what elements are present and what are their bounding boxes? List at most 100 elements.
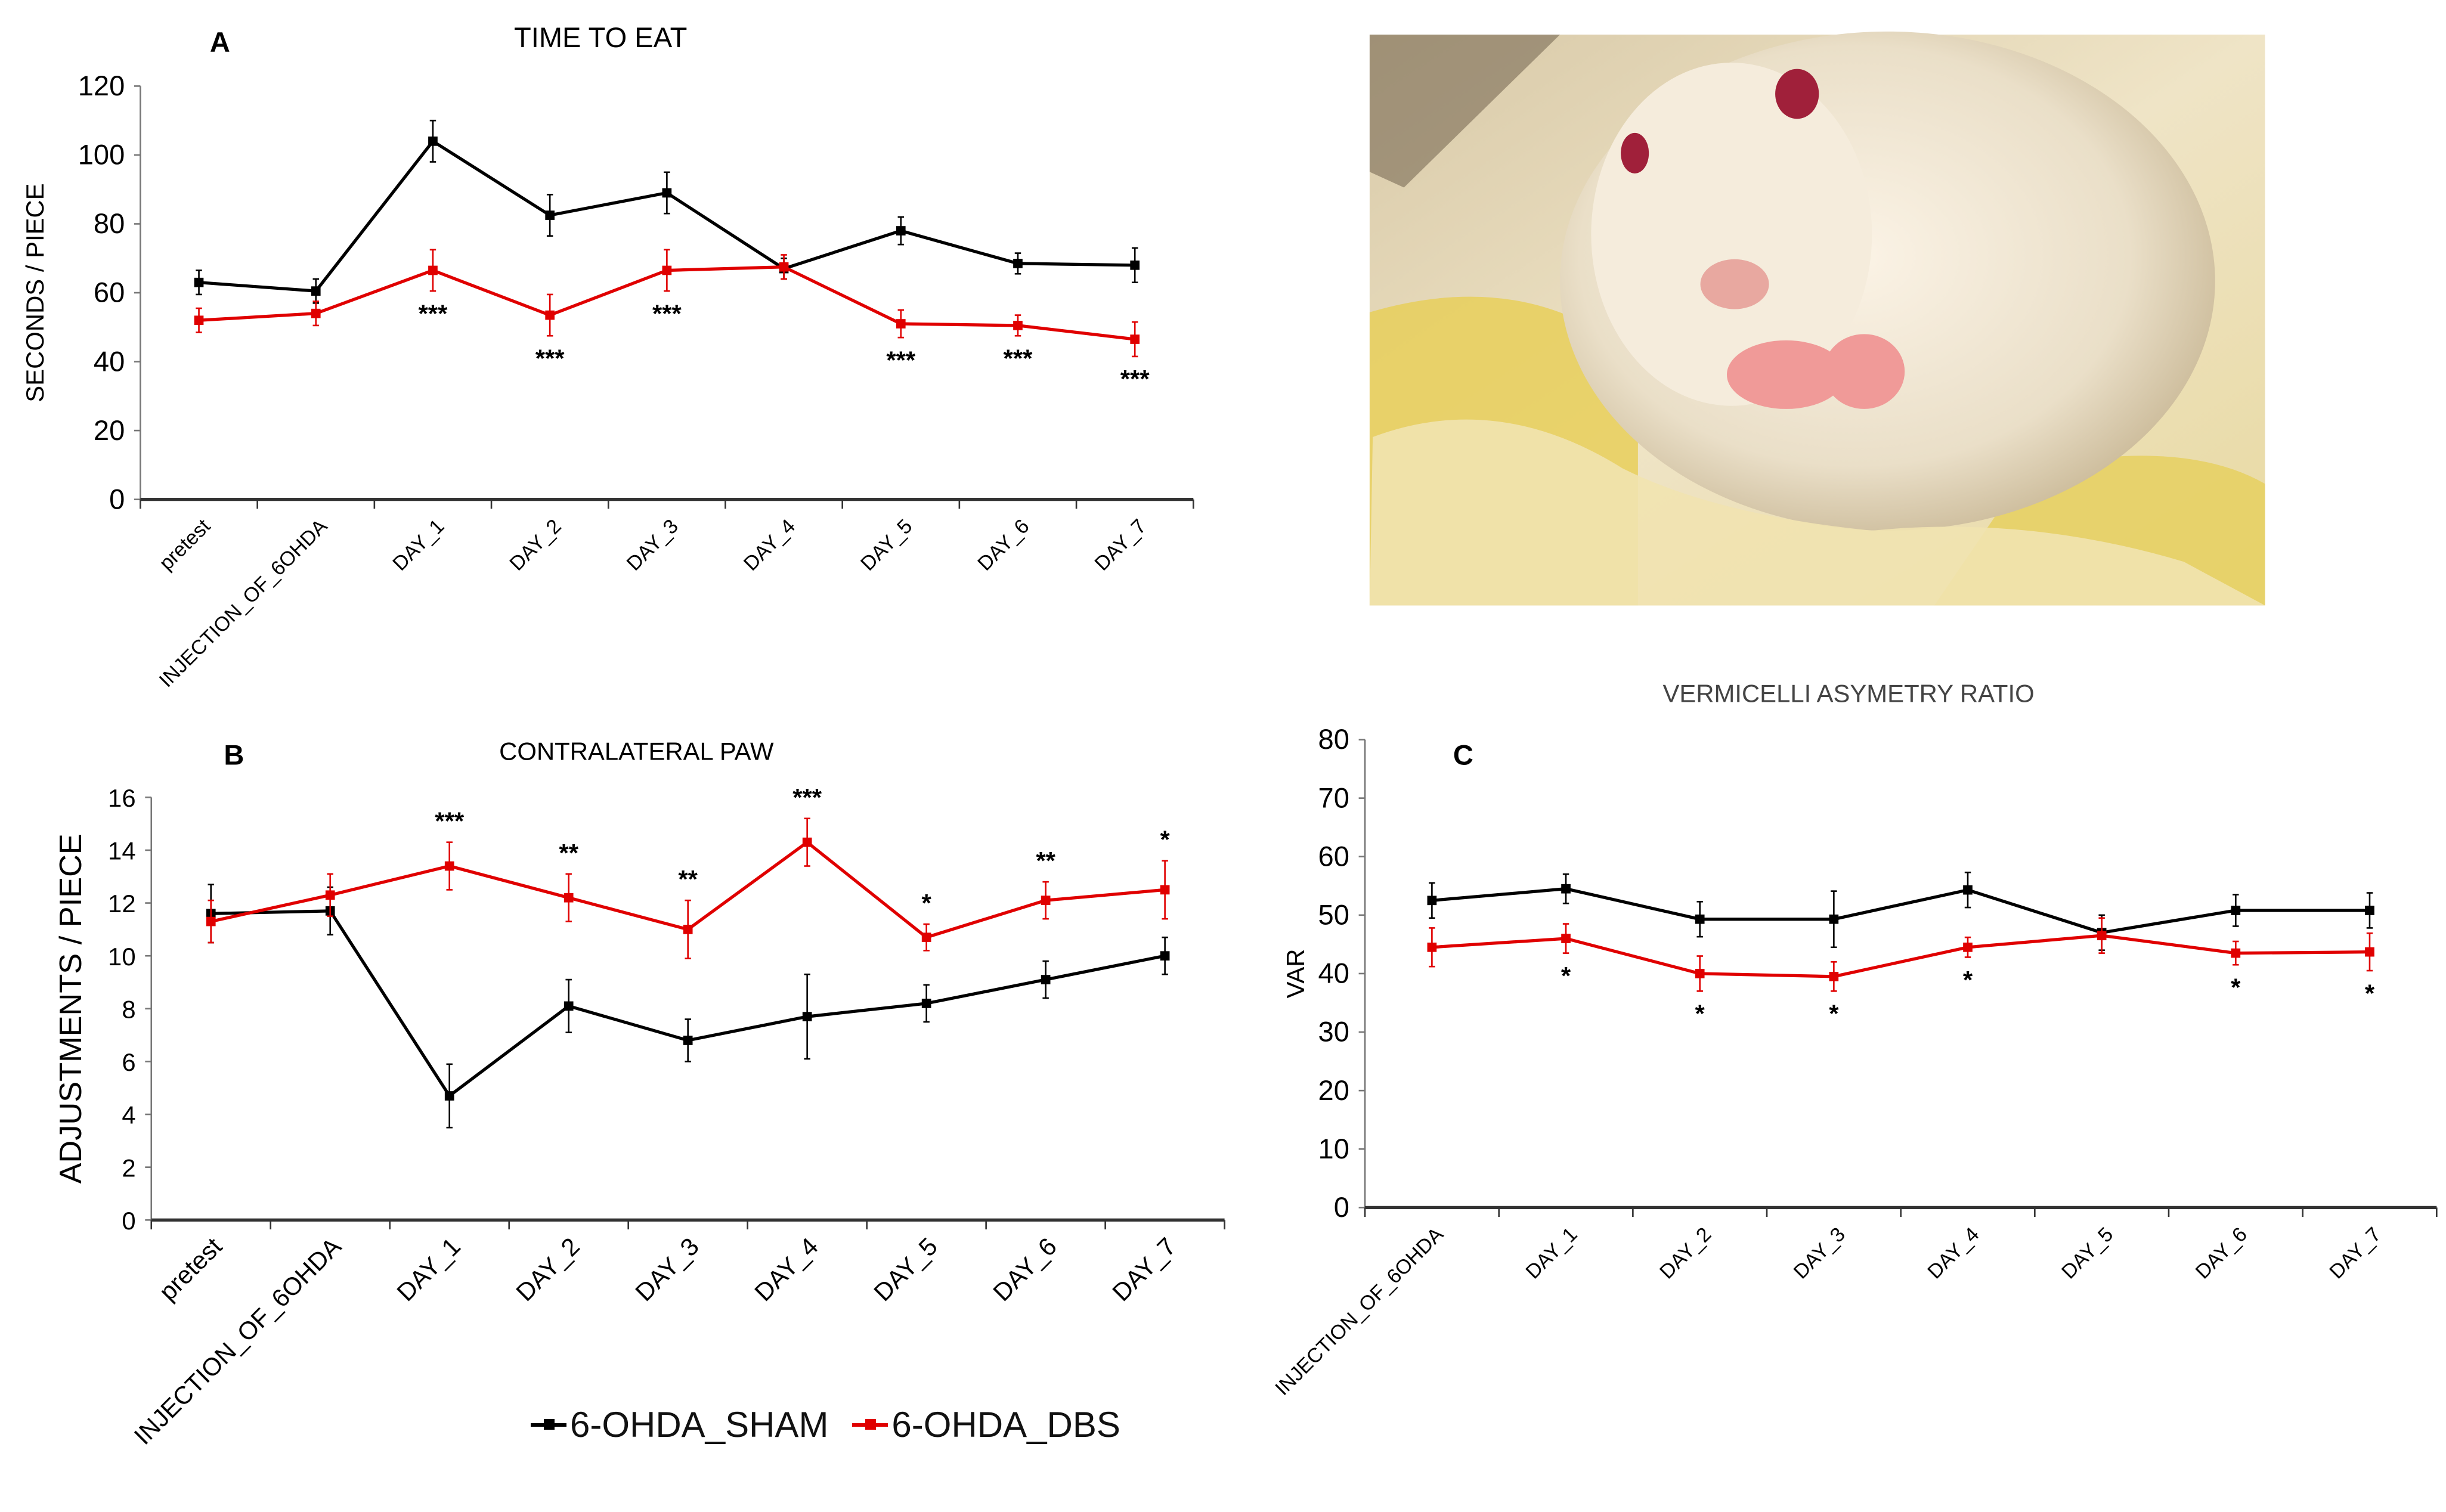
- y-tick-label: 50: [1318, 899, 1349, 931]
- data-point-sham: [1561, 884, 1571, 894]
- y-tick-label: 10: [1318, 1133, 1349, 1164]
- y-tick-label: 100: [78, 139, 125, 171]
- y-tick-label: 10: [108, 943, 136, 971]
- y-tick-label: 40: [94, 345, 125, 377]
- data-point-dbs: [1130, 334, 1140, 344]
- series-line-dbs: [1432, 934, 2370, 978]
- chart-B: CONTRALATERAL PAW B ADJUSTMENTS / PIECE 0 2 4…: [54, 738, 1225, 1450]
- x-tick-label: DAY_1: [388, 515, 448, 575]
- significance-marker: *: [1695, 1000, 1705, 1028]
- significance-marker: ***: [435, 807, 465, 835]
- significance-marker: *: [922, 889, 932, 917]
- y-tick-label: 0: [1334, 1191, 1349, 1223]
- x-tick-label: DAY_3: [623, 515, 683, 575]
- panel-label: C: [1453, 739, 1473, 770]
- rat-photo: [1369, 31, 2265, 606]
- data-point-dbs: [194, 315, 204, 326]
- significance-marker: *: [1561, 962, 1571, 990]
- legend-label-dbs: 6-OHDA_DBS: [891, 1405, 1120, 1445]
- data-point-sham: [896, 226, 906, 236]
- x-tick-label: DAY_2: [505, 515, 565, 575]
- data-point-dbs: [311, 308, 321, 318]
- y-axis-label: SECONDS / PIECE: [21, 183, 49, 402]
- data-point-dbs: [1013, 321, 1023, 330]
- data-point-dbs: [896, 319, 906, 329]
- data-point-dbs: [1427, 942, 1437, 952]
- data-point-sham: [1130, 260, 1140, 270]
- data-point-dbs: [921, 932, 931, 943]
- significance-marker: **: [1036, 847, 1055, 875]
- x-tick-label: DAY_5: [868, 1232, 943, 1307]
- significance-marker: ***: [535, 345, 565, 373]
- data-point-sham: [563, 1001, 574, 1011]
- y-tick-label: 6: [122, 1048, 135, 1076]
- data-point-sham: [1695, 914, 1705, 924]
- legend-item-dbs: 6-OHDA_DBS: [852, 1404, 1120, 1445]
- y-tick-label: 0: [109, 483, 125, 515]
- panel-label: B: [224, 739, 244, 770]
- y-tick-label: 4: [122, 1101, 135, 1129]
- y-tick-label: 30: [1318, 1016, 1349, 1048]
- y-tick-label: 16: [108, 784, 136, 812]
- significance-marker: *: [2365, 979, 2375, 1007]
- data-point-sham: [2365, 906, 2374, 915]
- significance-marker: *: [1829, 1000, 1839, 1028]
- data-point-sham: [683, 1036, 693, 1045]
- chart-A: TIME TO EAT A SECONDS / PIECE 0 20 40 60 80 100 1…: [21, 21, 1194, 692]
- data-point-sham: [545, 210, 555, 220]
- x-tick-label: DAY_6: [973, 515, 1033, 575]
- data-point-dbs: [802, 837, 812, 847]
- y-axis-label: VAR: [1281, 949, 1309, 998]
- y-tick-label: 60: [1318, 840, 1349, 872]
- series-line-sham: [1432, 887, 2370, 934]
- y-tick-label: 20: [1318, 1074, 1349, 1106]
- data-point-sham: [1829, 914, 1839, 924]
- data-point-dbs: [206, 916, 216, 927]
- chart-title: TIME TO EAT: [514, 21, 687, 53]
- legend-swatch-dbs: [852, 1418, 888, 1430]
- significance-marker: *: [1160, 826, 1170, 854]
- data-point-dbs: [325, 890, 335, 900]
- significance-marker: **: [559, 839, 578, 867]
- data-point-sham: [311, 286, 321, 296]
- x-tick-label: DAY_6: [2191, 1223, 2252, 1283]
- significance-marker: ***: [792, 783, 822, 811]
- chart-title: VERMICELLI ASYMETRY RATIO: [1662, 680, 2034, 708]
- chart-C: VERMICELLI ASYMETRY RATIO C VAR 0 10 20 30 40 50…: [1271, 680, 2438, 1400]
- data-point-sham: [194, 277, 204, 287]
- y-tick-label: 120: [78, 70, 125, 101]
- data-point-dbs: [662, 265, 672, 275]
- significance-marker: ***: [1120, 365, 1150, 393]
- data-point-sham: [1427, 896, 1437, 906]
- data-point-sham: [921, 999, 931, 1008]
- data-point-sham: [1013, 259, 1023, 268]
- data-point-sham: [802, 1012, 812, 1021]
- legend-swatch-sham: [531, 1418, 566, 1430]
- x-tick-label: INJECTION_OF_6OHDA: [1271, 1223, 1448, 1400]
- x-tick-label: INJECTION_OF_6OHDA: [129, 1232, 346, 1449]
- data-point-dbs: [1963, 942, 1973, 952]
- data-point-dbs: [1561, 934, 1571, 943]
- x-tick-label: DAY_3: [630, 1232, 704, 1307]
- y-axis-label: ADJUSTMENTS / PIECE: [54, 834, 88, 1183]
- y-tick-label: 40: [1318, 958, 1349, 989]
- significance-marker: *: [2231, 974, 2241, 1002]
- x-tick-label: DAY_3: [1789, 1223, 1850, 1283]
- data-point-sham: [662, 188, 672, 198]
- y-tick-label: 2: [122, 1154, 135, 1182]
- legend: 6-OHDA_SHAM 6-OHDA_DBS: [531, 1404, 1120, 1445]
- data-point-dbs: [1695, 969, 1705, 978]
- x-tick-label: pretest: [155, 515, 215, 575]
- x-tick-label: DAY_4: [749, 1232, 823, 1307]
- x-tick-label: DAY_5: [2057, 1223, 2117, 1283]
- legend-item-sham: 6-OHDA_SHAM: [531, 1404, 828, 1445]
- x-tick-label: pretest: [153, 1232, 227, 1306]
- significance-marker: ***: [1004, 345, 1033, 373]
- data-point-sham: [428, 136, 438, 146]
- data-point-dbs: [2365, 947, 2374, 957]
- y-tick-label: 80: [94, 207, 125, 239]
- data-point-dbs: [545, 310, 555, 320]
- data-point-dbs: [1041, 896, 1051, 905]
- significance-marker: ***: [419, 299, 448, 327]
